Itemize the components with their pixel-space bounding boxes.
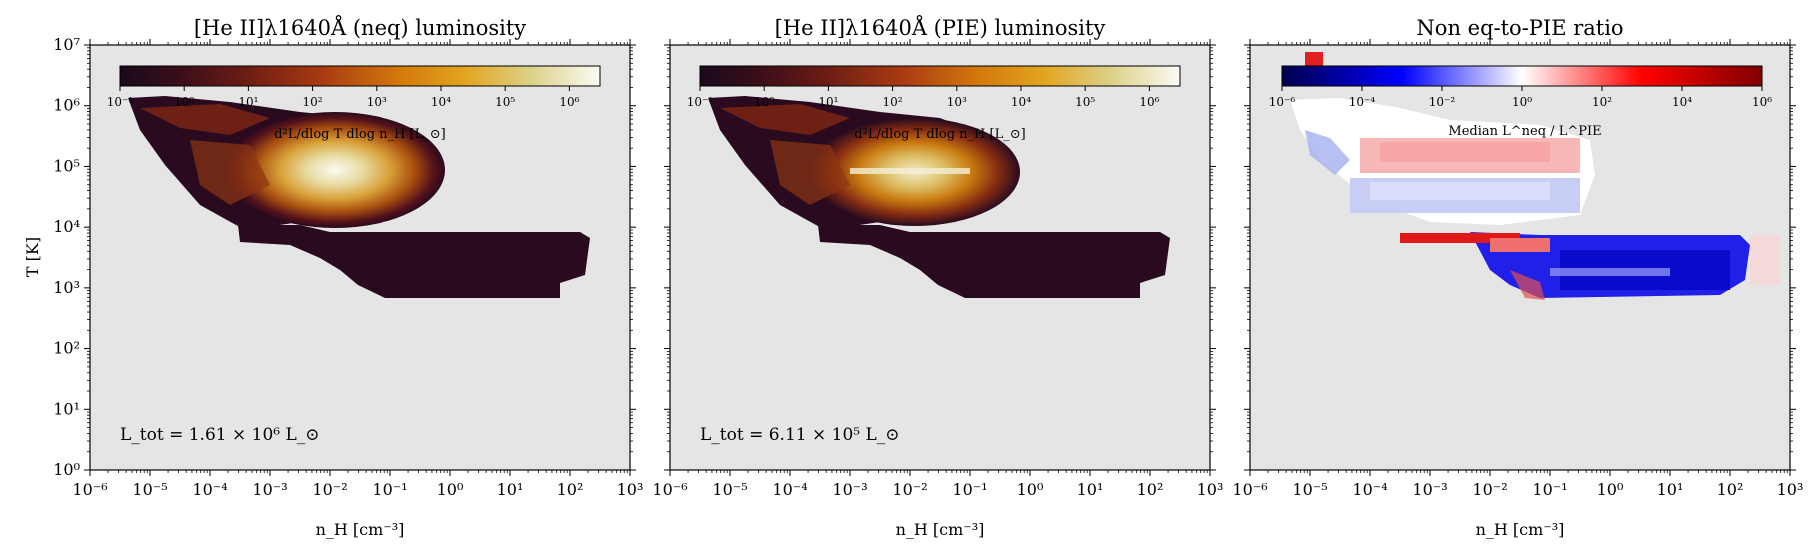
panel-ratio: 10⁻⁶ 10⁻⁴ 10⁻² 10⁰ 10² 10⁴ 10⁶ Median L^neq / …: [1232, 16, 1803, 499]
x-tick-label: 10¹: [497, 480, 524, 499]
colorbar: 10⁻¹ 10⁰ 10¹ 10² 10³ 10⁴ 10⁵ 10⁶ d²L/dlog T dlo…: [107, 65, 601, 142]
y-tick-label: 10⁵: [53, 156, 80, 175]
x-tick-label: 10²: [1717, 480, 1744, 499]
x-tick-label: 10⁻⁶: [1232, 480, 1267, 499]
panel-title: [He II]λ1640Å (neq) luminosity: [194, 15, 526, 40]
x-axis-label: n_H [cm⁻³]: [1476, 520, 1565, 539]
colorbar-tick-label: 10⁻¹: [107, 95, 133, 109]
x-tick-label: 10⁻⁵: [1292, 480, 1327, 499]
colorbar-tick-label: 10⁻²: [1429, 95, 1456, 109]
x-tick-label: 10⁻⁴: [772, 480, 807, 499]
x-tick-label: 10⁻⁶: [652, 480, 687, 499]
x-tick-label: 10⁻⁶: [72, 480, 107, 499]
colorbar-ticks: 10⁻¹ 10⁰ 10¹ 10² 10³ 10⁴ 10⁵ 10⁶: [687, 86, 1160, 109]
colorbar-tick-label: 10¹: [818, 95, 838, 109]
heatmap-pie: [708, 96, 1170, 298]
colorbar-tick-label: 10⁰: [174, 95, 194, 109]
y-tick-label: 10¹: [53, 399, 80, 418]
colorbar-tick-label: 10¹: [238, 95, 258, 109]
axes-ticks: 10⁻⁶ 10⁻⁵ 10⁻⁴ 10⁻³ 10⁻² 10⁻¹ 10⁰ 10¹ 10² 10³: [1232, 39, 1803, 499]
x-tick-label: 10⁰: [1597, 480, 1624, 499]
x-tick-label: 10⁻²: [892, 480, 927, 499]
y-axis-label: T [K]: [23, 237, 42, 277]
x-tick-label: 10⁻⁵: [132, 480, 167, 499]
colorbar: 10⁻¹ 10⁰ 10¹ 10² 10³ 10⁴ 10⁵ 10⁶ d²L/dlog T dlo…: [687, 65, 1181, 142]
colorbar-tick-label: 10⁴: [431, 95, 451, 109]
panel-pie: 10⁻¹ 10⁰ 10¹ 10² 10³ 10⁴ 10⁵ 10⁶ d²L/dlog T dlo…: [652, 15, 1223, 499]
plot-frame: [89, 44, 631, 471]
x-tick-label: 10⁻³: [252, 480, 287, 499]
colorbar-tick-label: 10⁻¹: [687, 95, 713, 109]
x-tick-label: 10⁻³: [1412, 480, 1447, 499]
colorbar-gradient: [1281, 65, 1763, 87]
colorbar-tick-label: 10³: [367, 95, 387, 109]
colorbar-ticks: 10⁻¹ 10⁰ 10¹ 10² 10³ 10⁴ 10⁵ 10⁶: [107, 86, 580, 109]
x-axis-label: n_H [cm⁻³]: [316, 520, 405, 539]
colorbar-tick-label: 10²: [883, 95, 903, 109]
y-tick-label: 10⁴: [53, 217, 80, 236]
colorbar: 10⁻⁶ 10⁻⁴ 10⁻² 10⁰ 10² 10⁴ 10⁶ Median L^neq / …: [1269, 65, 1772, 139]
colorbar-tick-label: 10⁰: [754, 95, 774, 109]
colorbar-tick-label: 10⁶: [559, 95, 579, 109]
colorbar-label: d²L/dlog T dlog n_H [L_⊙]: [274, 127, 445, 142]
x-tick-label: 10⁻³: [832, 480, 867, 499]
x-tick-label: 10⁰: [1017, 480, 1044, 499]
heatmap-ratio: [1290, 52, 1780, 300]
y-tick-label: 10⁷: [53, 35, 80, 54]
colorbar-tick-label: 10⁶: [1139, 95, 1159, 109]
panel-title: Non eq-to-PIE ratio: [1416, 16, 1623, 40]
x-tick-label: 10⁻¹: [1532, 480, 1567, 499]
axes-ticks: 10⁻⁶ 10⁻⁵ 10⁻⁴ 10⁻³ 10⁻² 10⁻¹ 10⁰ 10¹ 10² 10³: [652, 39, 1223, 499]
x-tick-label: 10⁻⁴: [192, 480, 227, 499]
x-tick-label: 10³: [1777, 480, 1804, 499]
colorbar-gradient: [699, 65, 1181, 87]
plot-frame: [1249, 44, 1791, 471]
x-tick-label: 10⁻⁵: [712, 480, 747, 499]
x-axis-label: n_H [cm⁻³]: [896, 520, 985, 539]
colorbar-tick-label: 10⁰: [1512, 95, 1532, 109]
x-tick-label: 10³: [617, 480, 644, 499]
axes-ticks: 10⁻⁶ 10⁻⁵ 10⁻⁴ 10⁻³ 10⁻² 10⁻¹ 10⁰ 10¹ 10² 10³10⁰1…: [53, 35, 643, 499]
total-luminosity-annotation: L_tot = 6.11 × 10⁵ L_⊙: [700, 425, 900, 445]
x-tick-label: 10⁻⁴: [1352, 480, 1387, 499]
cool-dense-region: [818, 225, 1170, 298]
plot-frame: [669, 44, 1211, 471]
cool-dense-region: [238, 225, 590, 298]
colorbar-tick-label: 10⁴: [1672, 95, 1692, 109]
colorbar-tick-label: 10⁵: [495, 95, 515, 109]
colorbar-tick-label: 10⁻⁴: [1349, 95, 1376, 109]
x-tick-label: 10¹: [1077, 480, 1104, 499]
colorbar-tick-label: 10³: [947, 95, 967, 109]
x-tick-label: 10⁻²: [312, 480, 347, 499]
x-tick-label: 10⁰: [437, 480, 464, 499]
panel-title: [He II]λ1640Å (PIE) luminosity: [775, 15, 1106, 40]
x-tick-label: 10⁻²: [1472, 480, 1507, 499]
x-tick-label: 10²: [557, 480, 584, 499]
colorbar-tick-label: 10⁻⁶: [1269, 95, 1296, 109]
colorbar-label: d²L/dlog T dlog n_H [L_⊙]: [854, 127, 1025, 142]
total-luminosity-annotation: L_tot = 1.61 × 10⁶ L_⊙: [120, 425, 320, 445]
x-tick-label: 10³: [1197, 480, 1224, 499]
colorbar-label: Median L^neq / L^PIE: [1448, 124, 1601, 139]
y-tick-label: 10³: [53, 278, 80, 297]
x-tick-label: 10²: [1137, 480, 1164, 499]
colorbar-gradient: [119, 65, 601, 87]
colorbar-tick-label: 10⁶: [1752, 95, 1772, 109]
hot-diffuse-core: [225, 112, 445, 228]
colorbar-tick-label: 10⁴: [1011, 95, 1031, 109]
x-tick-label: 10¹: [1657, 480, 1684, 499]
colorbar-tick-label: 10²: [303, 95, 323, 109]
x-tick-label: 10⁻¹: [952, 480, 987, 499]
y-tick-label: 10²: [53, 339, 80, 358]
y-tick-label: 10⁶: [53, 96, 80, 115]
colorbar-tick-label: 10⁵: [1075, 95, 1095, 109]
colorbar-tick-label: 10²: [1592, 95, 1612, 109]
high-ratio-stripe: [1400, 233, 1520, 243]
x-tick-label: 10⁻¹: [372, 480, 407, 499]
panel-neq: 10⁻¹ 10⁰ 10¹ 10² 10³ 10⁴ 10⁵ 10⁶ d²L/dlog T dlo…: [53, 15, 643, 499]
y-tick-label: 10⁰: [53, 460, 80, 479]
colorbar-ticks: 10⁻⁶ 10⁻⁴ 10⁻² 10⁰ 10² 10⁴ 10⁶: [1269, 86, 1772, 109]
heatmap-neq: [128, 96, 590, 298]
